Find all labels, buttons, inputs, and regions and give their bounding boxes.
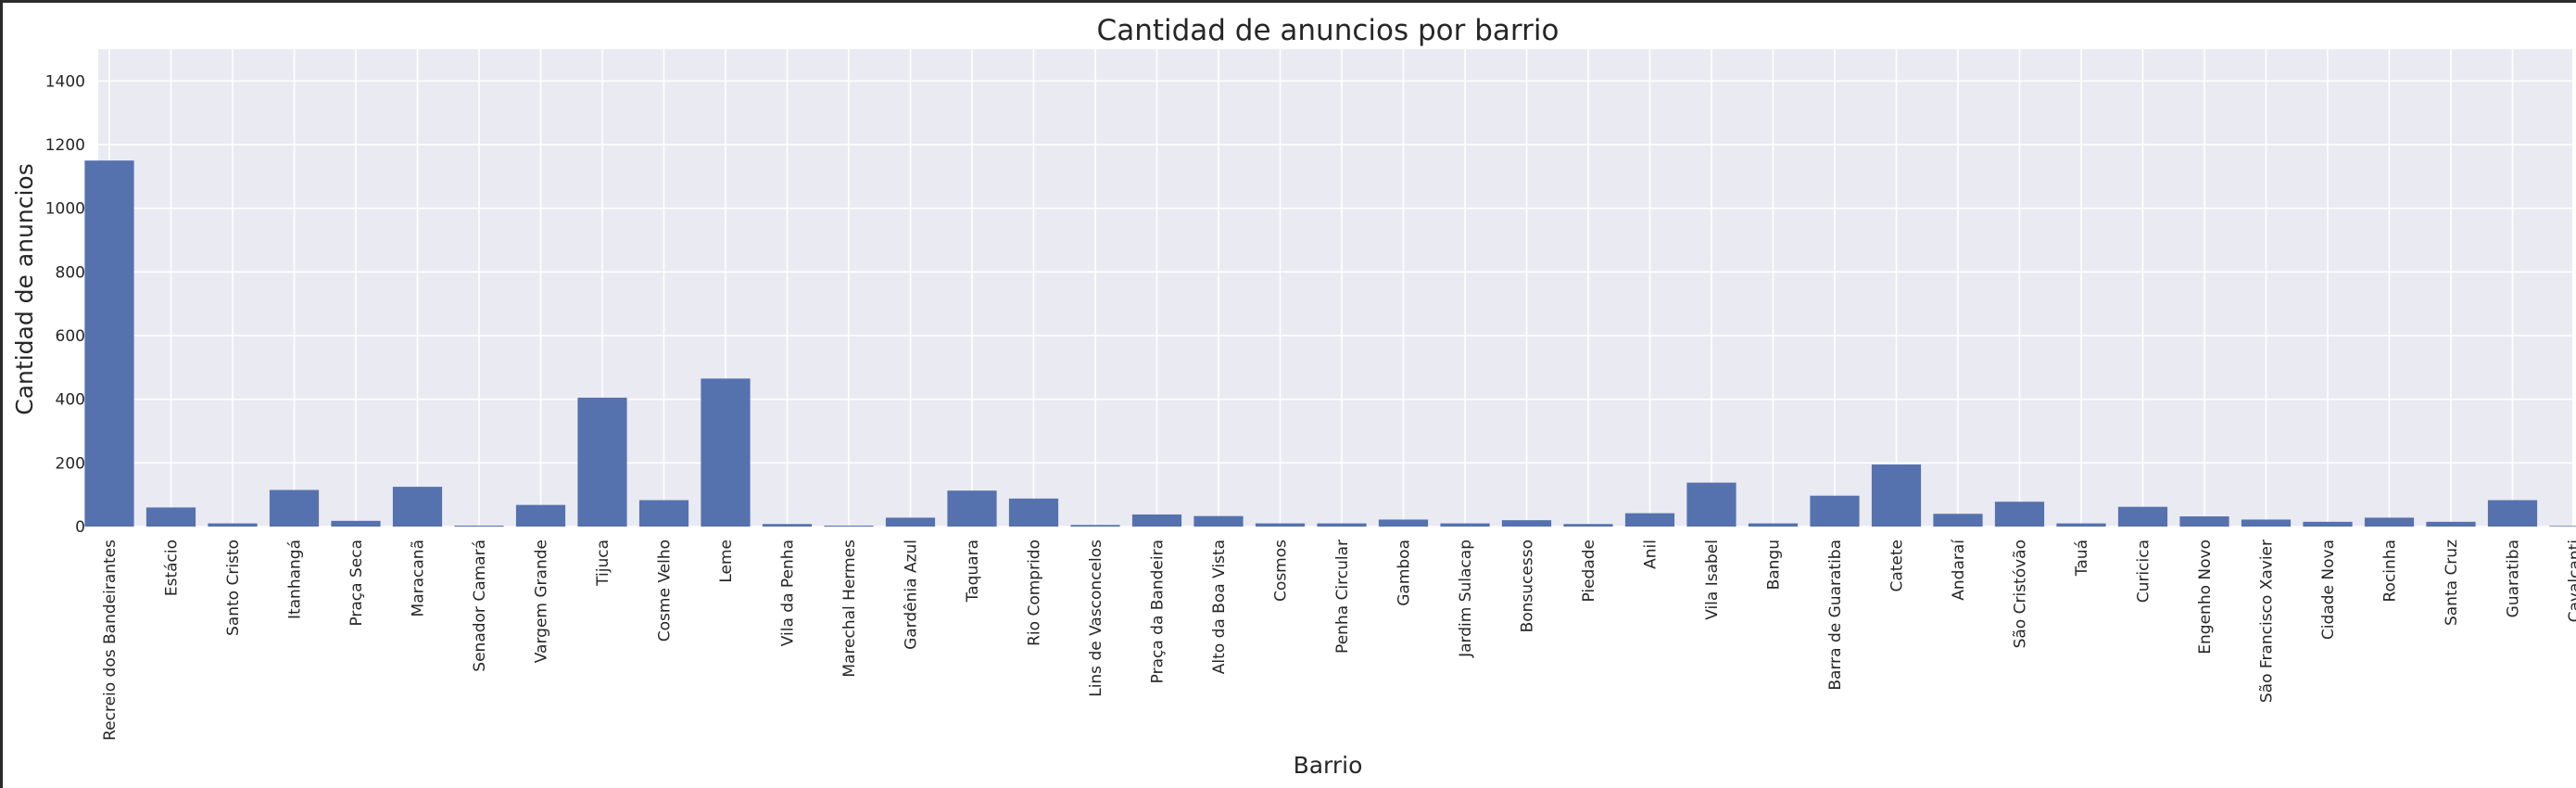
- x-tick-label: Lins de Vasconcelos: [1087, 540, 1105, 697]
- bar: [1255, 523, 1306, 527]
- x-tick-label: Senador Camará: [471, 540, 489, 672]
- bar: [2117, 506, 2168, 527]
- y-tick-label: 1200: [45, 136, 85, 155]
- x-tick-label: Vargem Grande: [533, 540, 551, 663]
- bar: [269, 489, 320, 527]
- chart-title: Cantidad de anuncios por barrio: [1097, 14, 1559, 47]
- x-tick-label: Anil: [1642, 540, 1661, 569]
- x-tick-label: Cavalcanti: [2566, 540, 2576, 622]
- x-tick-label: São Francisco Xavier: [2258, 540, 2277, 703]
- bar: [638, 500, 689, 527]
- x-tick-label: Bonsucesso: [1519, 540, 1537, 632]
- x-tick-label: Andaraí: [1950, 539, 1968, 601]
- bar: [1501, 520, 1552, 527]
- x-tick-label: Barra de Guaratiba: [1826, 540, 1845, 691]
- x-tick-label: Engenho Novo: [2196, 540, 2215, 655]
- x-tick-label: Cosme Velho: [656, 540, 675, 642]
- x-tick-label: Maracanã: [410, 540, 428, 616]
- x-tick-label: Guaratiba: [2505, 540, 2523, 617]
- bar: [1748, 523, 1799, 527]
- x-tick-label: Rio Comprido: [1026, 540, 1044, 646]
- bar: [392, 487, 443, 527]
- bar: [145, 507, 196, 527]
- bar: [1193, 515, 1244, 527]
- bar: [1563, 524, 1613, 527]
- bar: [2179, 516, 2229, 527]
- y-tick-label: 1000: [45, 200, 85, 219]
- x-tick-label: Gamboa: [1395, 540, 1414, 606]
- figure: 0 200 400 600 800 1000 1200 1400 Recreio dos Ba…: [3, 3, 2576, 788]
- y-tick-label: 400: [56, 391, 85, 410]
- bar: [2056, 523, 2106, 527]
- x-tick-label: Rocinha: [2381, 540, 2400, 603]
- bar: [2303, 521, 2353, 527]
- y-tick-label: 200: [56, 454, 85, 473]
- y-tick-label: 1400: [45, 72, 85, 91]
- bar: [2364, 517, 2415, 527]
- x-tick-label: Recreio dos Bandeirantes: [101, 540, 120, 741]
- x-axis-label: Barrio: [1294, 752, 1363, 779]
- y-axis-label: Cantidad de anuncios: [11, 163, 38, 414]
- bar-chart: 0 200 400 600 800 1000 1200 1400 Recreio dos Ba…: [11, 14, 2576, 779]
- x-tick-label: Leme: [717, 540, 736, 583]
- bar: [331, 520, 381, 527]
- y-tick-label: 800: [56, 263, 85, 282]
- x-tick-label: Penha Circular: [1333, 540, 1352, 654]
- bar: [824, 525, 874, 527]
- x-tick-label: Alto da Boa Vista: [1210, 540, 1229, 674]
- y-tick-label: 600: [56, 327, 85, 346]
- bar: [84, 160, 134, 527]
- bar: [1871, 464, 1922, 527]
- x-tick-label: Santa Cruz: [2443, 540, 2461, 626]
- x-tick-label: Vila da Penha: [779, 540, 798, 646]
- bar: [1810, 495, 1860, 527]
- bar: [2549, 526, 2576, 527]
- bar: [1131, 514, 1182, 527]
- bar: [1994, 502, 2045, 527]
- x-tick-label: Praça Seca: [347, 540, 366, 627]
- bar: [1008, 498, 1059, 527]
- y-tick-label: 0: [75, 518, 85, 537]
- x-tick-label: Tijuca: [594, 540, 612, 587]
- x-tick-label: Marechal Hermes: [840, 540, 859, 678]
- bar: [208, 523, 258, 527]
- bar: [1317, 523, 1367, 527]
- x-tick-label: São Cristóvão: [2012, 540, 2030, 648]
- bar: [2241, 519, 2292, 527]
- bar: [515, 504, 566, 527]
- x-tick-label: Taquara: [964, 540, 982, 603]
- bar: [762, 524, 813, 527]
- x-tick-label: Gardênia Azul: [903, 540, 921, 650]
- bar: [1686, 482, 1736, 527]
- bar: [947, 490, 997, 527]
- plot-area: [98, 49, 2572, 527]
- bar: [885, 517, 936, 527]
- x-tick-label: Itanhangá: [286, 540, 305, 619]
- x-tick-label: Estácio: [163, 540, 182, 596]
- bar: [701, 378, 751, 527]
- x-tick-label: Praça da Bandeira: [1149, 540, 1168, 683]
- bar: [577, 397, 627, 527]
- bar: [1624, 513, 1675, 527]
- bar: [1070, 525, 1120, 527]
- x-tick-label: Cidade Nova: [2319, 540, 2338, 640]
- x-tick-label: Bangu: [1765, 540, 1784, 590]
- x-tick-label: Santo Cristo: [224, 540, 243, 636]
- bar: [1933, 514, 1983, 527]
- bar: [454, 525, 504, 527]
- bar: [2487, 500, 2538, 527]
- bar: [1440, 523, 1490, 527]
- x-tick-label: Jardim Sulacap: [1457, 540, 1475, 658]
- x-tick-label: Catete: [1888, 540, 1907, 592]
- x-tick-label: Tauá: [2073, 540, 2091, 577]
- x-tick-label: Vila Isabel: [1703, 540, 1722, 620]
- bar: [2426, 521, 2476, 527]
- x-tick-label: Curicica: [2135, 540, 2153, 603]
- x-tick-label: Cosmos: [1272, 540, 1291, 602]
- x-tick-label: Piedade: [1580, 540, 1598, 603]
- bar: [1378, 519, 1429, 527]
